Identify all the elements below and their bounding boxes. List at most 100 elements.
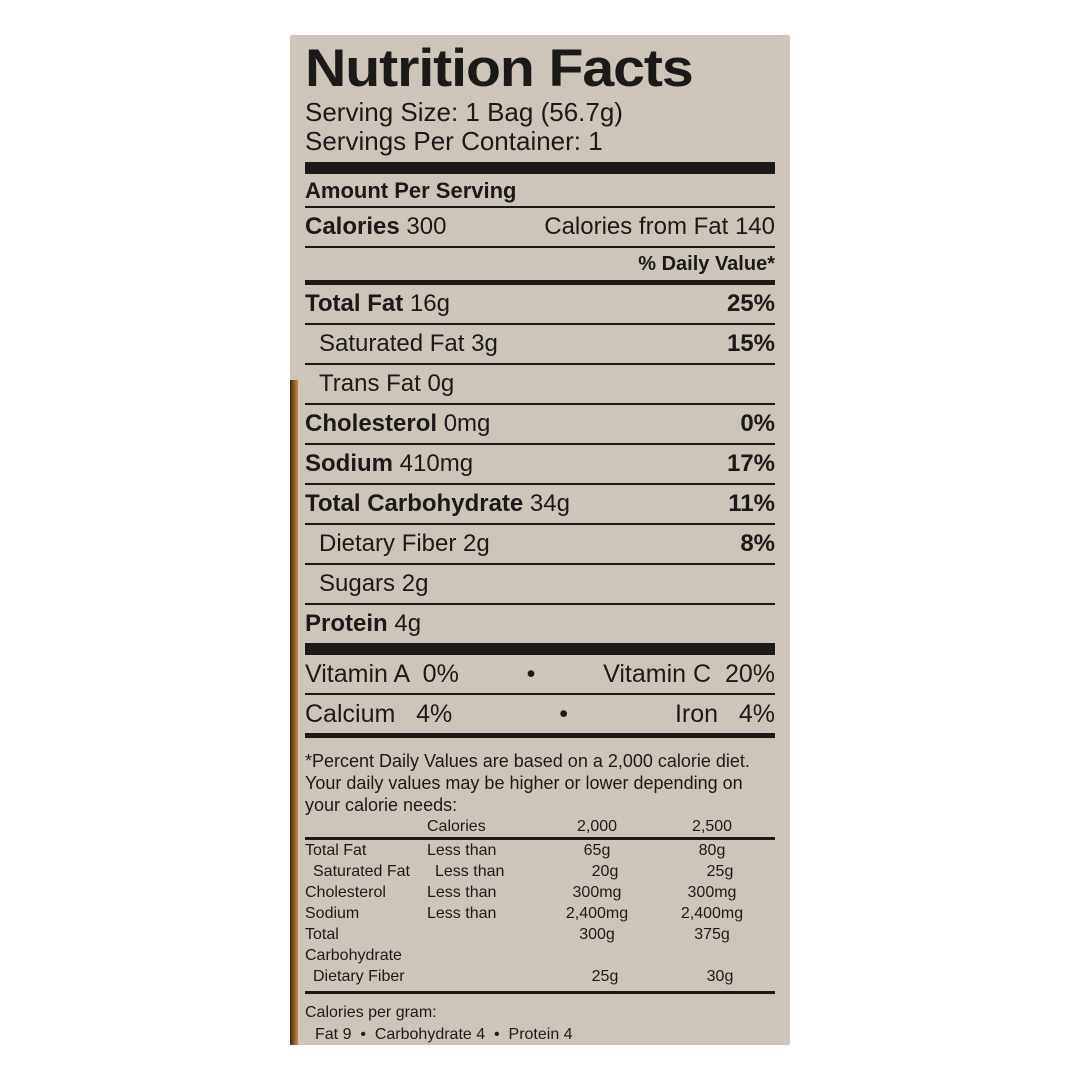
nutrient-name: Dietary Fiber — [319, 530, 457, 557]
nutrient-amount: 4g — [394, 610, 422, 637]
divider — [305, 363, 775, 365]
reference-table: Calories 2,000 2,500 Total Fat Less than 65g… — [305, 816, 775, 987]
reference-cell: Less than — [435, 863, 505, 880]
reference-cell: 300g — [579, 926, 615, 943]
nutrient-daily-value: 25% — [726, 290, 775, 317]
reference-cell: 25g — [591, 968, 619, 985]
nutrient-amount: 0g — [427, 370, 455, 397]
nutrient-row: Total Carbohydrate 34g 11% — [305, 485, 775, 523]
serving-size: Serving Size: 1 Bag (56.7g) — [305, 97, 623, 127]
reference-header-cell: 2,000 — [576, 818, 618, 835]
nutrient-daily-value: 17% — [726, 450, 775, 477]
divider — [305, 443, 775, 445]
nutrient-name-amount: Total Carbohydrate 34g — [305, 490, 570, 518]
vitamin-right: Iron 4% — [674, 699, 775, 728]
vitamin-right: Vitamin C 20% — [603, 659, 775, 688]
vitamin-row: Vitamin A 0% • Vitamin C 20% — [305, 655, 775, 693]
divider — [305, 837, 775, 840]
reference-cell: Less than — [427, 884, 497, 901]
calories-per-gram: Calories per gram: Fat 9 • Carbohydrate … — [305, 994, 775, 1046]
reference-cell: 300mg — [687, 884, 737, 901]
reference-header-cell: Calories — [427, 818, 486, 835]
nutrient-name: Saturated Fat — [319, 330, 465, 357]
servings-per-container: Servings Per Container: 1 — [305, 126, 603, 156]
reference-cell: 375g — [694, 926, 730, 943]
divider — [305, 693, 775, 695]
reference-row: Dietary Fiber 25g 30g — [305, 966, 775, 987]
divider — [305, 162, 775, 174]
divider — [305, 563, 775, 565]
divider — [305, 483, 775, 485]
nutrient-row: Cholesterol 0mg 0% — [305, 405, 775, 443]
nutrient-amount: 410mg — [399, 450, 474, 477]
nutrient-row: Saturated Fat 3g 15% — [305, 325, 775, 363]
nutrition-facts-label: Nutrition Facts Serving Size: 1 Bag (56.… — [305, 40, 775, 1046]
bullet: • — [559, 699, 568, 728]
nutrient-name: Protein — [305, 610, 388, 637]
reference-table-header: Calories 2,000 2,500 — [305, 816, 775, 837]
nutrient-name-amount: Sugars 2g — [319, 570, 428, 598]
calories-row: Calories 300 Calories from Fat 140 — [305, 208, 775, 246]
vitamin-left: Vitamin A 0% — [305, 659, 459, 688]
reference-cell: 2,400mg — [565, 905, 629, 922]
nutrient-amount: 3g — [471, 330, 498, 357]
nutrient-daily-value: 15% — [726, 330, 775, 357]
reference-cell: Cholesterol — [305, 884, 386, 901]
reference-cell: 80g — [698, 842, 726, 859]
reference-row: Sodium Less than 2,400mg 2,400mg — [305, 903, 775, 924]
label-title: Nutrition Facts — [305, 39, 694, 98]
reference-cell: Total Carbohydrate — [305, 926, 402, 964]
divider — [305, 643, 775, 655]
label-background — [290, 35, 790, 1045]
reference-cell: 300mg — [572, 884, 622, 901]
reference-row: Saturated Fat Less than 20g 25g — [305, 861, 775, 882]
divider — [305, 206, 775, 208]
nutrient-name-amount: Saturated Fat 3g — [319, 330, 498, 358]
bullet: • — [526, 659, 536, 688]
calories-from-fat: Calories from Fat 140 — [544, 213, 775, 240]
nutrient-name-amount: Protein 4g — [305, 610, 421, 638]
nutrient-name: Cholesterol — [305, 410, 438, 437]
reference-row: Cholesterol Less than 300mg 300mg — [305, 882, 775, 903]
nutrient-row: Sodium 410mg 17% — [305, 445, 775, 483]
reference-row: Total Carbohydrate 300g 375g — [305, 924, 775, 966]
nutrient-amount: 16g — [409, 290, 450, 317]
nutrient-row: Protein 4g — [305, 605, 775, 643]
nutrient-name: Sugars — [319, 570, 396, 597]
nutrient-name: Trans Fat — [319, 370, 421, 397]
nutrient-name-amount: Trans Fat 0g — [319, 370, 454, 398]
nutrient-row: Trans Fat 0g — [305, 365, 775, 403]
reference-header-cell: 2,500 — [691, 818, 733, 835]
nutrient-name-amount: Total Fat 16g — [305, 290, 450, 318]
nutrient-name: Total Fat — [305, 290, 404, 317]
divider — [305, 523, 775, 525]
reference-cell: Saturated Fat — [313, 863, 410, 880]
daily-value-header: % Daily Value* — [638, 252, 775, 275]
reference-row: Total Fat Less than 65g 80g — [305, 840, 775, 861]
nutrient-name-amount: Dietary Fiber 2g — [319, 530, 490, 558]
calories-per-gram-values: Fat 9 • Carbohydrate 4 • Protein 4 — [315, 1026, 573, 1043]
calories-label: Calories — [305, 213, 400, 240]
vitamin-row: Calcium 4% • Iron 4% — [305, 695, 775, 733]
divider — [305, 280, 775, 285]
nutrient-row: Dietary Fiber 2g 8% — [305, 525, 775, 563]
reference-cell: Less than — [427, 905, 497, 922]
vitamin-left: Calcium 4% — [305, 699, 453, 728]
reference-cell: Sodium — [305, 905, 360, 922]
reference-header-cell — [305, 816, 427, 837]
calories-value: 300 — [406, 213, 447, 240]
nutrient-daily-value: 11% — [728, 490, 775, 517]
divider — [305, 246, 775, 248]
nutrient-amount: 0mg — [443, 410, 491, 437]
reference-cell: 30g — [706, 968, 734, 985]
nutrient-amount: 2g — [463, 530, 490, 557]
divider — [305, 603, 775, 605]
reference-cell: 65g — [583, 842, 611, 859]
reference-cell: 25g — [706, 863, 734, 880]
package-edge — [290, 380, 298, 1045]
nutrient-name: Sodium — [305, 450, 393, 477]
divider — [305, 403, 775, 405]
nutrient-name-amount: Cholesterol 0mg — [305, 410, 490, 438]
amount-per-serving: Amount Per Serving — [305, 178, 517, 203]
footnote: *Percent Daily Values are based on a 2,0… — [305, 751, 750, 815]
